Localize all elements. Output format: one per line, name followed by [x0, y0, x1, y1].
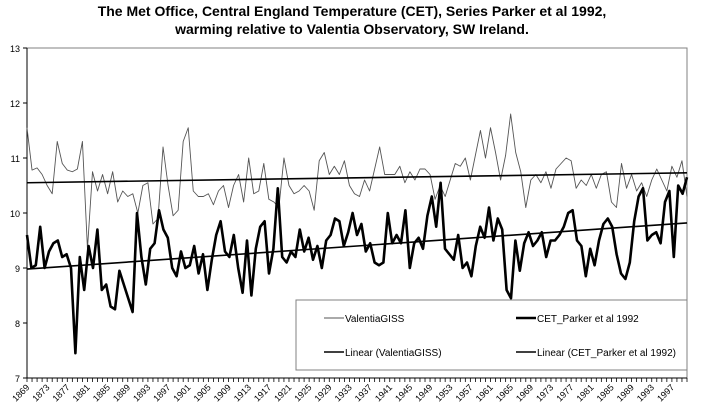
x-tick-label: 1933: [333, 382, 354, 403]
chart-title: The Met Office, Central England Temperat…: [0, 2, 704, 38]
x-tick-label: 1969: [514, 382, 535, 403]
series-line-linear-valentiagiss: [26, 172, 688, 184]
legend-label: Linear (CET_Parker et al 1992): [537, 348, 676, 359]
legend-box: [295, 299, 688, 371]
x-tick-label: 1977: [554, 382, 575, 403]
x-tick-label: 1873: [30, 382, 51, 403]
y-tick-label: 12: [10, 99, 20, 109]
x-tick-label: 1953: [433, 382, 454, 403]
legend: ValentiaGISS CET_Parker et al 1992 Linear …: [295, 299, 688, 371]
series-line-cet-parker-et-al-1992: [25, 176, 689, 355]
x-tick-label: 1925: [292, 382, 313, 403]
x-tick-label: 1905: [192, 382, 213, 403]
x-tick-label: 1885: [91, 382, 112, 403]
x-tick-label: 1921: [272, 382, 293, 403]
x-tick-label: 1877: [50, 382, 71, 403]
y-tick-label: 11: [11, 154, 20, 164]
x-tick-label: 1929: [312, 382, 333, 403]
series-line-linear-cet-parker-et-al-1992: [26, 222, 688, 270]
y-tick-label: 7: [15, 374, 20, 384]
x-axis-ticks: 1869187318771881188518891893189719011905…: [10, 378, 688, 404]
x-tick-label: 1989: [615, 382, 636, 403]
x-tick-label: 1869: [10, 382, 31, 403]
x-tick-label: 1917: [252, 382, 273, 403]
legend-label: Linear (ValentiaGISS): [345, 348, 442, 359]
x-tick-label: 1893: [131, 382, 152, 403]
series-group: [25, 113, 689, 355]
x-tick-label: 1949: [413, 382, 434, 403]
y-axis-ticks: 7 8 9 10 11 12 13: [10, 44, 27, 384]
y-tick-label: 9: [15, 264, 20, 274]
y-tick-label: 10: [10, 209, 20, 219]
chart-title-line1: The Met Office, Central England Temperat…: [97, 3, 607, 19]
series-line-valentiagiss: [26, 113, 688, 250]
x-tick-label: 1945: [393, 382, 414, 403]
x-tick-label: 1961: [474, 382, 495, 403]
x-tick-label: 1997: [655, 382, 676, 403]
legend-label: CET_Parker et al 1992: [537, 314, 639, 325]
x-tick-label: 1901: [171, 382, 192, 403]
x-tick-label: 1909: [212, 382, 233, 403]
x-tick-label: 1993: [635, 382, 656, 403]
x-tick-label: 1913: [232, 382, 253, 403]
x-tick-label: 1981: [574, 382, 595, 403]
x-tick-label: 1881: [71, 382, 92, 403]
y-tick-label: 13: [10, 44, 20, 54]
legend-label: ValentiaGISS: [345, 314, 405, 325]
x-tick-label: 1941: [373, 382, 394, 403]
x-tick-label: 1889: [111, 382, 132, 403]
x-tick-label: 1957: [454, 382, 475, 403]
x-tick-label: 1973: [534, 382, 555, 403]
x-tick-label: 1985: [595, 382, 616, 403]
chart-subtitle: warming relative to Valentia Observatory…: [175, 21, 529, 37]
x-tick-label: 1937: [353, 382, 374, 403]
y-tick-label: 8: [15, 319, 20, 329]
x-tick-label: 1897: [151, 382, 172, 403]
x-tick-label: 1965: [494, 382, 515, 403]
